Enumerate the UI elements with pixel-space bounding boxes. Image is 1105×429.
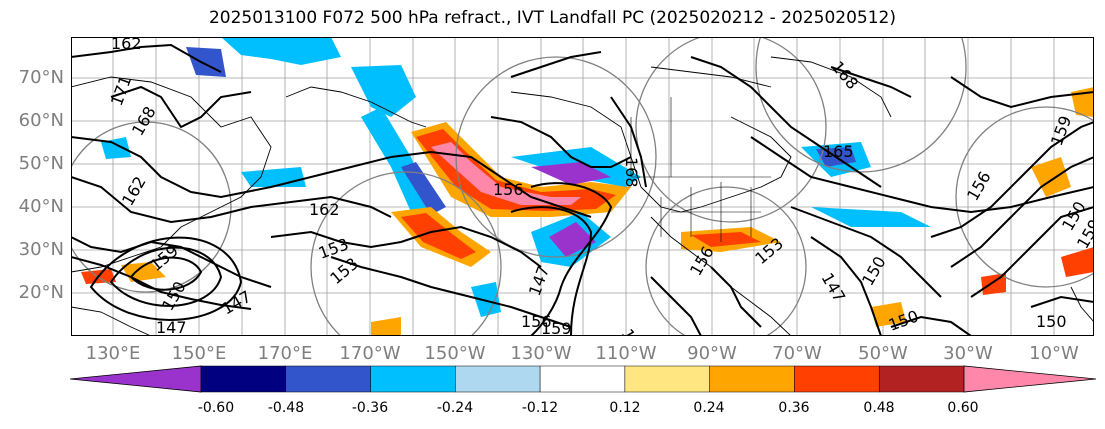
contour-label: 162: [111, 37, 142, 53]
lat-label-50n: 50°N: [18, 153, 64, 174]
coastlines: [71, 56, 1094, 336]
colorbar-tick-label: 0.36: [778, 400, 810, 416]
colorbar-segment: [370, 365, 456, 393]
colorbar-segment: [878, 365, 965, 393]
colorbar-segment: [200, 365, 287, 393]
contour-label: 147: [156, 318, 187, 336]
shade-blue-south: [471, 282, 501, 317]
shade-red-gulf: [691, 232, 761, 247]
shade-blue-north: [221, 37, 341, 65]
lon-label-90w: 90°W: [687, 343, 737, 364]
colorbar-tick-label: 0.12: [609, 400, 641, 416]
lon-label-10w: 10°W: [1029, 343, 1079, 364]
height-contours: [71, 43, 1094, 336]
shade-red-pacific-sw: [401, 213, 476, 259]
lon-label-150e: 150°E: [171, 343, 227, 364]
shade-orange-se: [871, 302, 906, 327]
colorbar-tick-label: -0.48: [267, 400, 305, 416]
colorbar-segment: [709, 365, 795, 393]
lat-label-70n: 70°N: [18, 67, 64, 88]
shade-purple-cutoff: [549, 222, 596, 257]
shade-blue-midlat: [811, 207, 931, 227]
lon-label-150w: 150°W: [424, 343, 486, 364]
contour-label: 156: [493, 180, 524, 199]
colorbar-max-extend: [963, 365, 1096, 393]
lon-label-30w: 30°W: [943, 343, 993, 364]
colorbar-segment: [624, 365, 710, 393]
map-panel: 162 171 168 162 162 159 153 153 147 150 …: [71, 37, 1094, 336]
lon-label-70w: 70°W: [772, 343, 822, 364]
shade-pink-core: [431, 142, 581, 205]
colorbar-segment: [794, 365, 880, 393]
lon-label-130w: 130°W: [510, 343, 572, 364]
contour-label: 162: [309, 200, 340, 219]
ivt-circles: [71, 37, 1094, 336]
map-title: 2025013100 F072 500 hPa refract., IVT La…: [208, 8, 896, 28]
lon-label-170w: 170°W: [339, 343, 401, 364]
colorbar-segment: [539, 365, 626, 393]
lon-label-110w: 110°W: [595, 343, 657, 364]
lat-label-40n: 40°N: [18, 196, 64, 217]
colorbar-tick-label: 0.48: [863, 400, 895, 416]
colorbar-tick-label: -0.24: [436, 400, 474, 416]
colorbar-min-extend: [70, 365, 202, 393]
colorbar-tick-label: -0.36: [351, 400, 389, 416]
shade-blue-alaska: [351, 65, 416, 117]
shade-darkblue-streak: [401, 162, 446, 215]
lat-label-30n: 30°N: [18, 239, 64, 260]
shade-red-atlantic-e: [1061, 247, 1094, 277]
shade-red-band: [416, 129, 616, 211]
contour-label: 159: [541, 319, 572, 336]
lat-label-60n: 60°N: [18, 110, 64, 131]
shade-orange-south: [371, 317, 401, 336]
colorbar: [70, 365, 1096, 393]
contour-label: 150: [618, 326, 650, 337]
colorbar-tick-label: 0.60: [947, 400, 979, 416]
contour-label: 168: [622, 157, 641, 188]
lon-label-170e: 170°E: [257, 343, 313, 364]
colorbar-tick-label: 0.24: [693, 400, 725, 416]
lat-label-20n: 20°N: [18, 282, 64, 303]
contour-label: 156: [521, 312, 552, 331]
colorbar-tick-label: -0.60: [197, 400, 235, 416]
lon-label-50w: 50°W: [858, 343, 908, 364]
colorbar-segment: [455, 365, 541, 393]
contour-label: 150: [1036, 312, 1067, 331]
colorbar-tick-label: -0.12: [521, 400, 559, 416]
contour-label: 165: [823, 142, 854, 161]
colorbar-segment: [285, 365, 371, 393]
lon-label-130e: 130°E: [85, 343, 141, 364]
